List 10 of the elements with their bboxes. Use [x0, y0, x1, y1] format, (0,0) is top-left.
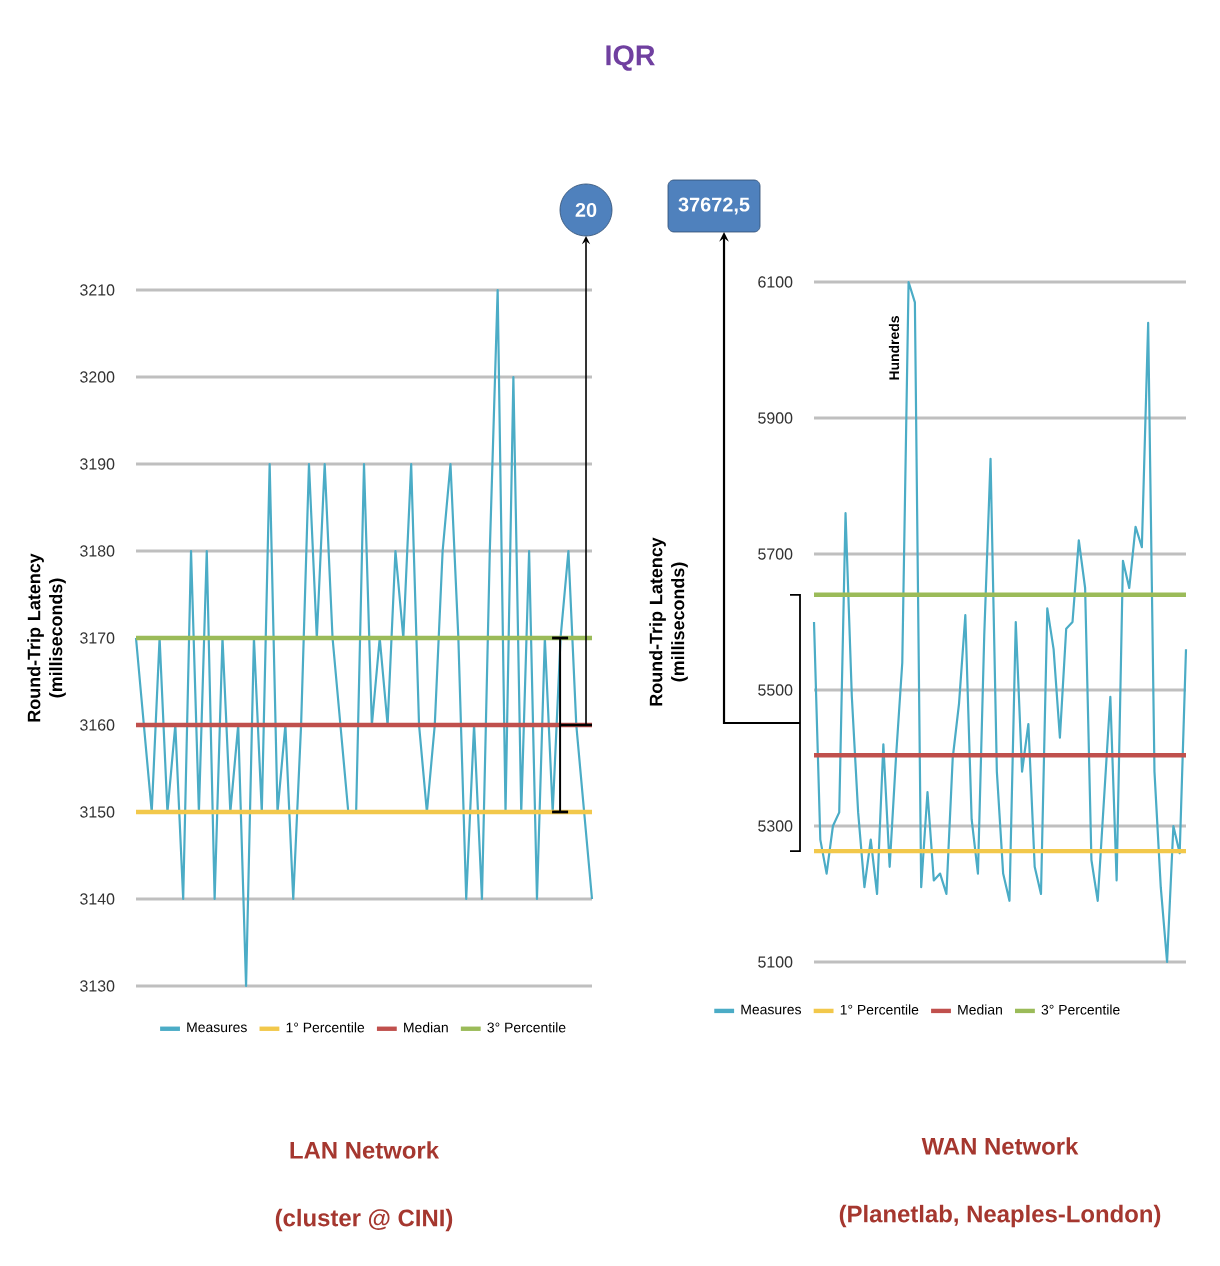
- text: (Planetlab, Neaples-London): [839, 1204, 1161, 1228]
- text: IQR: [606, 45, 655, 71]
- line-series: [134, 288, 594, 988]
- text: 37672,5: [678, 197, 750, 215]
- y-axis-title: Round-Trip Latency (milliseconds): [27, 553, 66, 722]
- text: (cluster @ CINI): [275, 1208, 453, 1232]
- text: 20: [575, 202, 597, 218]
- y-axis-title: Round-Trip Latency (milliseconds): [649, 537, 688, 706]
- text: LAN Network: [290, 1141, 440, 1159]
- text: WAN Network: [921, 1137, 1079, 1155]
